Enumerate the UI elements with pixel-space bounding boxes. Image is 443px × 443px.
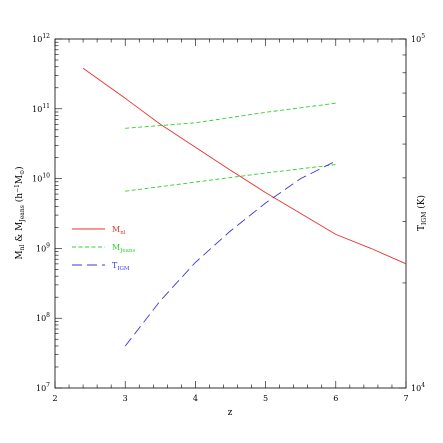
x-tick-label: 4: [193, 394, 198, 403]
y-tick-label: 1012: [32, 33, 50, 44]
y-tick-label: 107: [36, 382, 50, 393]
y2-axis-label: TIGM (K): [416, 195, 428, 231]
legend-label: MJeans: [112, 243, 135, 254]
y-axis-left: 107 108 109 1010 1011 1012: [32, 33, 62, 393]
x-tick-label: 2: [52, 394, 57, 403]
series-layer: [82, 67, 407, 347]
series-line-m-nl-0: [82, 67, 407, 265]
y-axis-label: Mnl & MJeans (h−1M⊙): [14, 166, 26, 259]
x-tick-label: 6: [333, 394, 338, 403]
plot-frame: [54, 38, 407, 389]
series-line-t-igm-3: [124, 160, 337, 347]
y-tick-label: 1011: [32, 103, 50, 114]
x-tick-label: 5: [263, 394, 268, 403]
y2-tick-label: 104: [411, 382, 425, 393]
y2-tick-label: 105: [411, 33, 425, 44]
y-tick-label: 108: [36, 312, 50, 323]
legend-label: TIGM: [112, 261, 130, 272]
x-axis: 2 3 4 5 6 7: [52, 39, 409, 403]
x-tick-label: 7: [403, 394, 408, 403]
legend: Mnl MJeans TIGM: [72, 225, 135, 272]
legend-label: Mnl: [112, 225, 126, 236]
x-tick-label: 3: [123, 394, 128, 403]
y-axis-right: 104 105: [399, 33, 425, 393]
series-line-m-jeans-2: [125, 164, 336, 192]
y-tick-label: 1010: [32, 173, 50, 184]
x-axis-label: z: [228, 408, 233, 418]
y-tick-label: 109: [36, 242, 50, 253]
series-line-m-jeans-1: [125, 102, 336, 129]
